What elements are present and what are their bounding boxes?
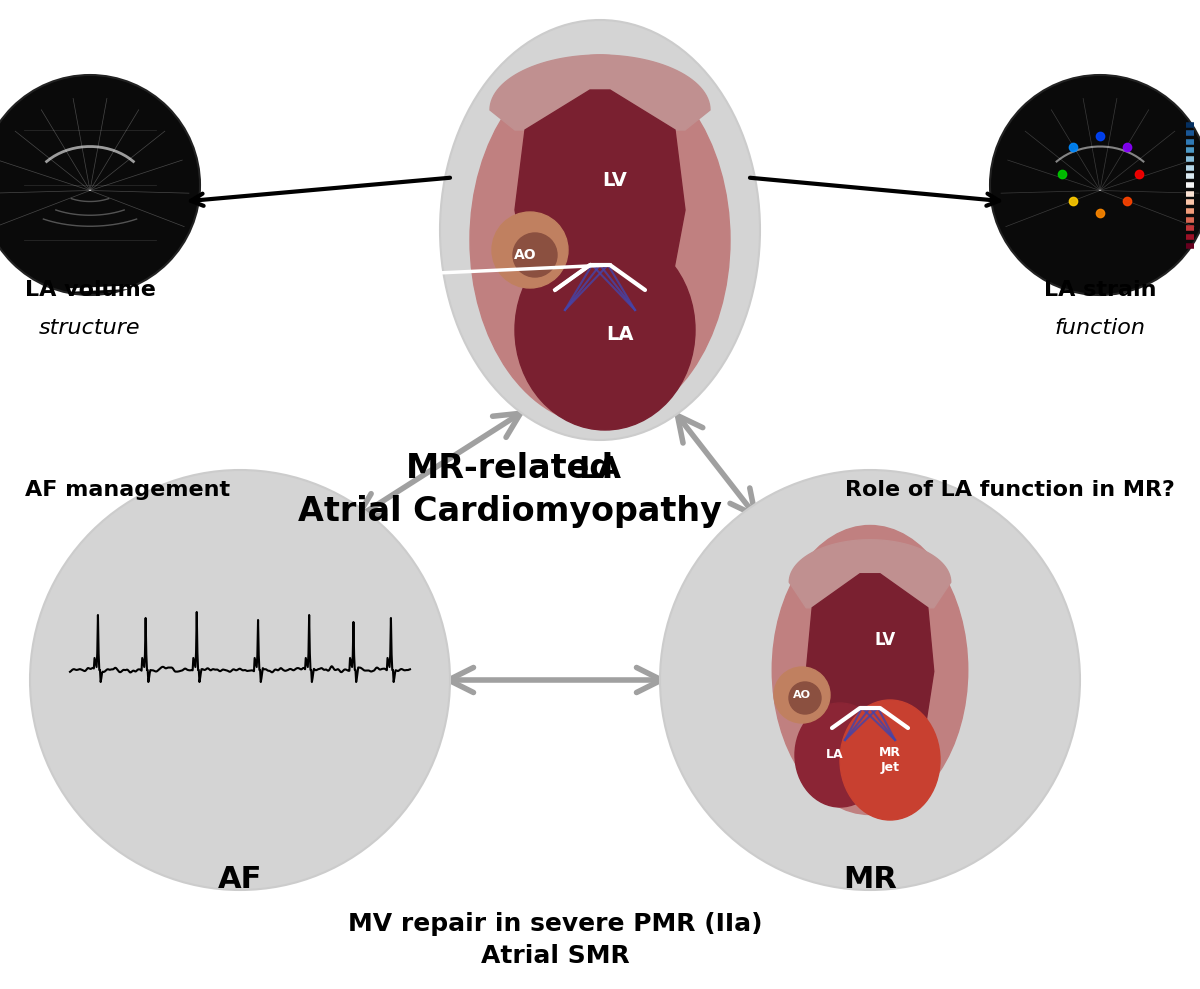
Text: LA strain: LA strain (1044, 280, 1157, 300)
Text: MR: MR (844, 865, 896, 894)
Ellipse shape (515, 230, 695, 430)
Circle shape (790, 682, 821, 714)
Text: LA volume: LA volume (24, 280, 156, 300)
Text: LA: LA (606, 325, 634, 344)
Text: LA: LA (578, 455, 622, 484)
Ellipse shape (840, 700, 940, 820)
Text: MR-related
Atrial Cardiomyopathy: MR-related Atrial Cardiomyopathy (298, 452, 722, 528)
Text: AO: AO (793, 690, 811, 700)
Polygon shape (515, 90, 685, 345)
Text: AO: AO (514, 248, 536, 262)
Text: LV: LV (602, 170, 628, 190)
Circle shape (774, 667, 830, 723)
Text: AF management: AF management (25, 480, 230, 500)
Text: Role of LA function in MR?: Role of LA function in MR? (845, 480, 1175, 500)
Ellipse shape (796, 703, 886, 807)
Polygon shape (790, 540, 950, 608)
Text: LV: LV (875, 631, 895, 649)
Circle shape (990, 75, 1200, 295)
Text: structure: structure (40, 318, 140, 338)
Text: MV repair in severe PMR (IIa)
Atrial SMR: MV repair in severe PMR (IIa) Atrial SMR (348, 912, 762, 968)
Ellipse shape (470, 55, 730, 425)
Polygon shape (490, 55, 710, 130)
Circle shape (514, 233, 557, 277)
Circle shape (492, 212, 568, 288)
Text: AF: AF (218, 865, 262, 894)
Text: MR
Jet: MR Jet (880, 746, 901, 774)
Ellipse shape (773, 525, 967, 815)
Polygon shape (806, 574, 934, 769)
Text: LA: LA (826, 749, 844, 762)
Ellipse shape (440, 20, 760, 440)
Circle shape (660, 470, 1080, 890)
Circle shape (30, 470, 450, 890)
Circle shape (0, 75, 200, 295)
Text: function: function (1055, 318, 1146, 338)
